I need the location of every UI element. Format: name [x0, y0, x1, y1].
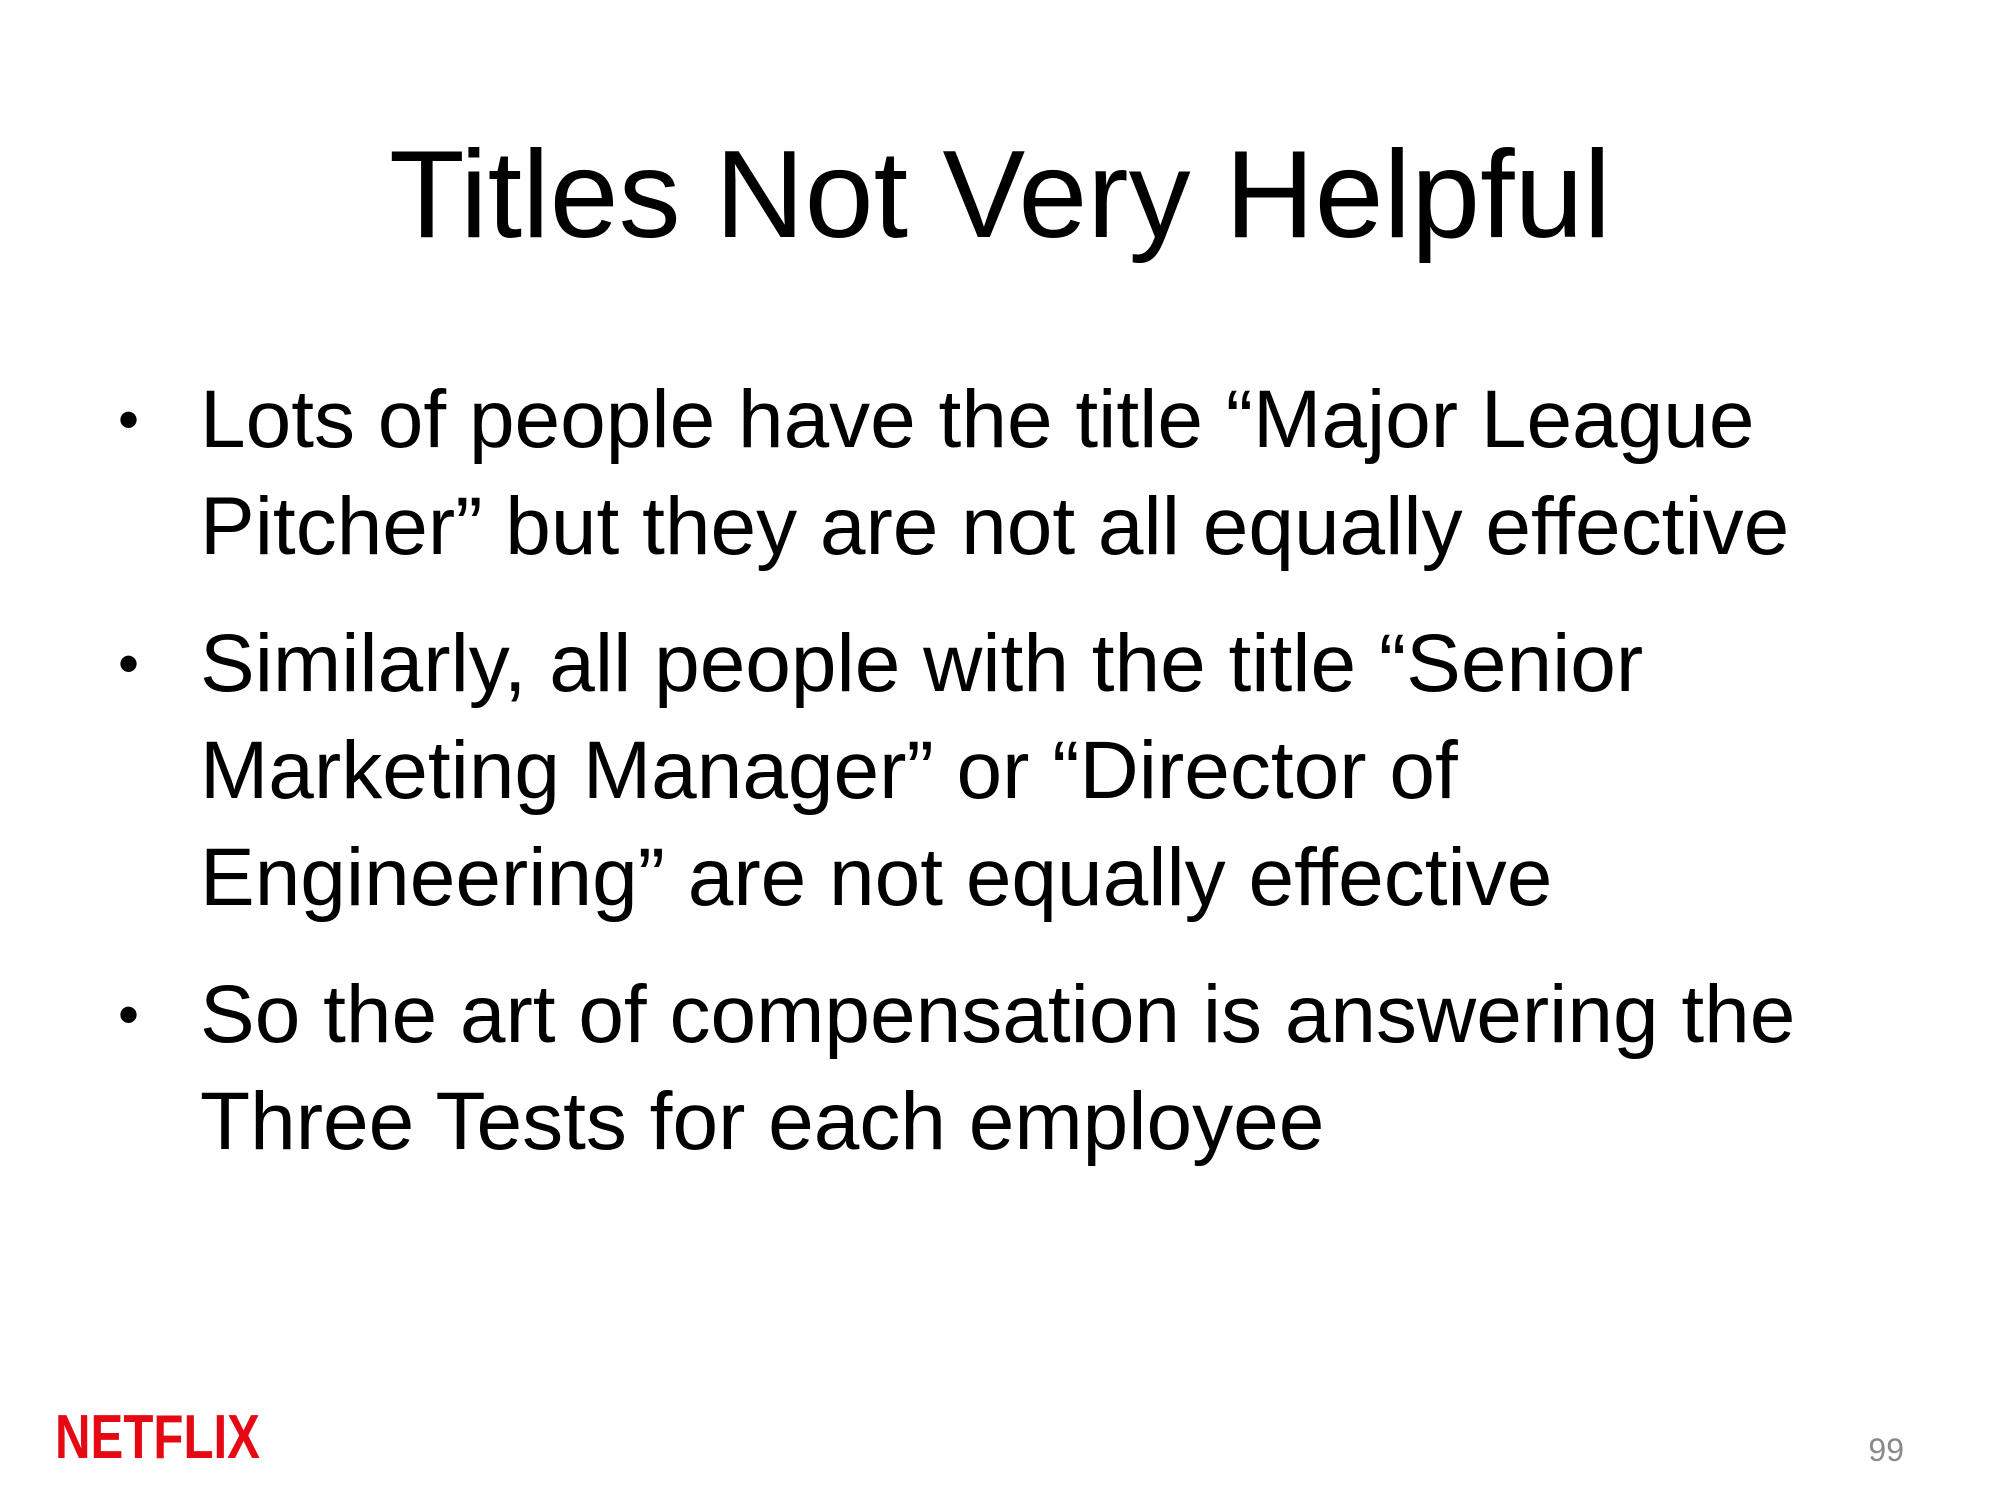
bullet-item: • So the art of compensation is answerin…: [118, 961, 1878, 1175]
bullet-marker: •: [118, 981, 140, 1048]
slide-title: Titles Not Very Helpful: [388, 126, 1612, 264]
netflix-logo: NETFLIX: [55, 1403, 260, 1470]
bullet-marker: •: [118, 630, 140, 697]
bullet-marker: •: [118, 386, 140, 453]
page-number: 99: [1868, 1432, 1904, 1468]
bullet-text: Lots of people have the title “Major Lea…: [200, 374, 1790, 572]
bullet-item: • Similarly, all people with the title “…: [118, 610, 1878, 931]
bullet-text: Similarly, all people with the title “Se…: [200, 618, 1644, 923]
bullet-text: So the art of compensation is answering …: [200, 969, 1796, 1167]
bullet-item: • Lots of people have the title “Major L…: [118, 366, 1878, 580]
bullet-list: • Lots of people have the title “Major L…: [118, 366, 1878, 1205]
netflix-logo-text: NETFLIX: [55, 1403, 260, 1470]
